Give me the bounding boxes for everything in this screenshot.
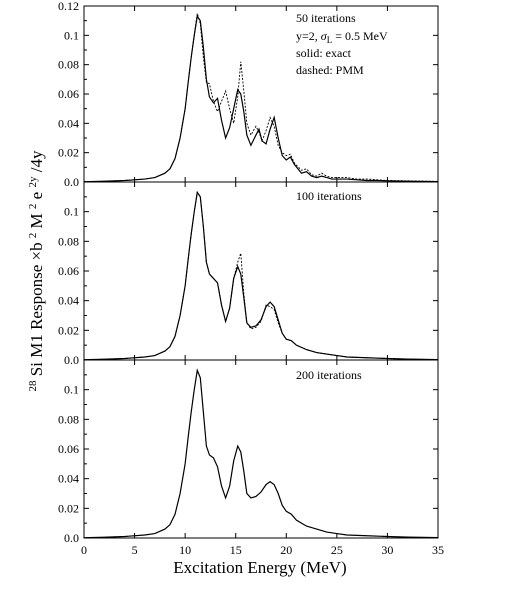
y-axis-title-sup1: 2 bbox=[27, 233, 39, 239]
y-tick-label: 0.1 bbox=[64, 28, 79, 42]
annotation-iterations: 100 iterations bbox=[296, 189, 362, 203]
annotation-iterations: 50 iterations bbox=[296, 11, 356, 25]
y-tick-label: 0.06 bbox=[58, 442, 79, 456]
y-axis-title-mid2: e bbox=[27, 192, 46, 200]
y-tick-label: 0.04 bbox=[58, 294, 79, 308]
x-tick-label: 0 bbox=[81, 543, 87, 557]
x-tick-label: 10 bbox=[179, 543, 191, 557]
x-tick-label: 30 bbox=[381, 543, 393, 557]
y-tick-label: 0.0 bbox=[64, 353, 79, 367]
y-tick-label: 0.08 bbox=[58, 58, 79, 72]
x-tick-label: 20 bbox=[280, 543, 292, 557]
y-axis-title: 28 Si M1 Response ×b 2 M 2 e 2y /4y bbox=[21, 150, 46, 391]
y-tick-label: 0.0 bbox=[64, 175, 79, 189]
y-tick-label: 0.08 bbox=[58, 412, 79, 426]
y-tick-label: 0.02 bbox=[58, 501, 79, 515]
chart-panels: 0.0 0.02 0.04 0.06 0.08 0.1 0.12 50 iterations y… bbox=[58, 0, 439, 545]
y-tick-label: 0.02 bbox=[58, 146, 79, 160]
panel-1: 0.0 0.02 0.04 0.06 0.08 0.1 0.12 50 iterations y… bbox=[58, 0, 439, 189]
x-tick-label: 15 bbox=[230, 543, 242, 557]
y-axis-title-tail: /4y bbox=[27, 150, 46, 172]
panel-frame bbox=[83, 181, 439, 361]
x-tick-label: 25 bbox=[331, 543, 343, 557]
panel-2: 0.0 0.02 0.04 0.06 0.08 0.1 100 iterations bbox=[58, 181, 439, 367]
y-axis-title-pre: 28 bbox=[27, 380, 39, 392]
annotation-dashed: dashed: PMM bbox=[296, 63, 364, 77]
exact-series-line bbox=[83, 190, 439, 361]
panel-3: 0.0 0.02 0.04 0.06 0.08 0.1 200 iterations bbox=[58, 359, 439, 545]
pmm-series-line bbox=[83, 13, 439, 183]
y-axis-title-main: Si M1 Response ×b bbox=[27, 242, 46, 376]
exact-series-line bbox=[83, 368, 439, 539]
x-tick-label: 5 bbox=[132, 543, 138, 557]
y-tick-label: 0.04 bbox=[58, 472, 79, 486]
x-axis-ticks: 0 5 10 15 20 25 30 35 bbox=[81, 543, 444, 557]
y-tick-label: 0.06 bbox=[58, 264, 79, 278]
x-tick-label: 35 bbox=[432, 543, 444, 557]
annotation-iterations: 200 iterations bbox=[296, 368, 362, 382]
y-tick-label: 0.04 bbox=[58, 116, 79, 130]
panel-frame bbox=[83, 359, 439, 539]
y-tick-label: 0.06 bbox=[58, 87, 79, 101]
y-tick-label: 0.08 bbox=[58, 234, 79, 248]
y-tick-label: 0.0 bbox=[64, 531, 79, 545]
y-axis-title-mid: M bbox=[27, 213, 46, 228]
y-tick-label: 0.1 bbox=[64, 383, 79, 397]
y-axis-title-sup3: 2y bbox=[27, 176, 39, 188]
pmm-series-line bbox=[83, 191, 439, 361]
y-tick-label: 0.12 bbox=[58, 0, 79, 13]
y-tick-label: 0.1 bbox=[64, 205, 79, 219]
annotation-params: y=2, σL = 0.5 MeV bbox=[296, 29, 388, 45]
annotation-solid: solid: exact bbox=[296, 46, 352, 60]
y-tick-label: 0.02 bbox=[58, 323, 79, 337]
y-axis-title-sup2: 2 bbox=[27, 204, 39, 210]
x-axis-title: Excitation Energy (MeV) bbox=[173, 558, 346, 577]
